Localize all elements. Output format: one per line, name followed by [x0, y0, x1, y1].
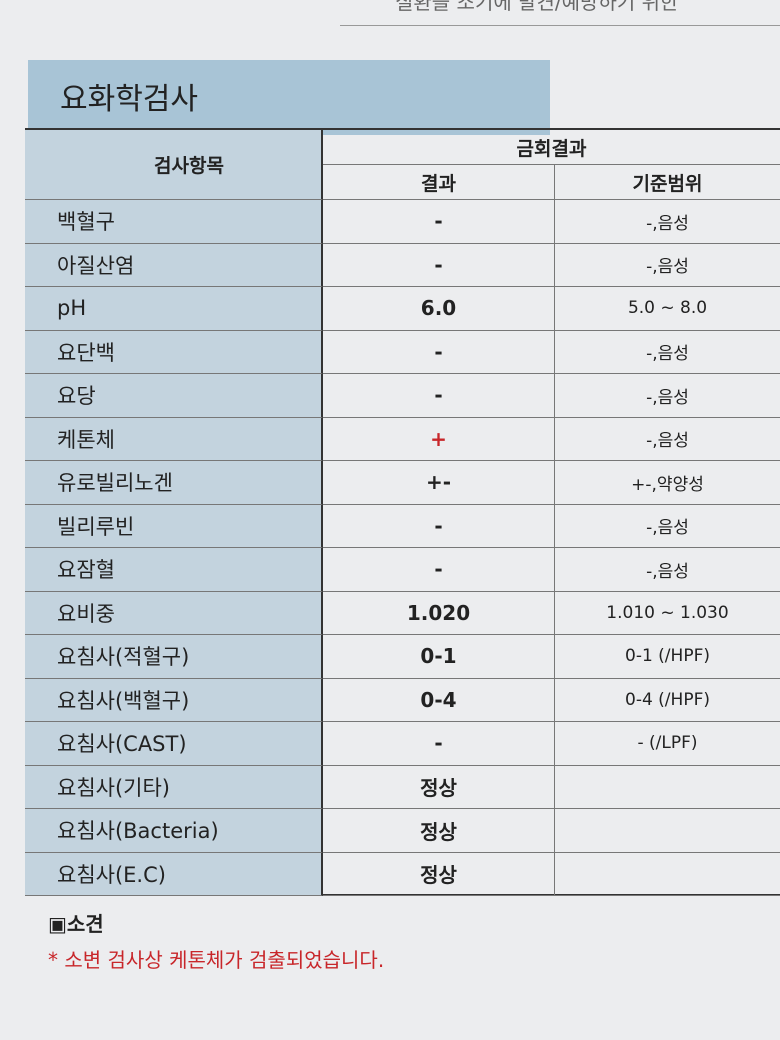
item-name: 요침사(Bacteria): [25, 809, 323, 853]
result: 정상: [323, 809, 555, 853]
range: 0-1 (/HPF): [555, 635, 780, 679]
range: [555, 809, 780, 853]
item-name: 케톤체: [25, 417, 323, 461]
item-name: 요침사(기타): [25, 765, 323, 809]
header-range: 기준범위: [555, 165, 780, 200]
result: 정상: [323, 852, 555, 896]
result: 0-4: [323, 678, 555, 722]
header-item: 검사항목: [25, 130, 323, 200]
item-name: 요침사(CAST): [25, 722, 323, 766]
range: - (/LPF): [555, 722, 780, 766]
range: -,음성: [555, 200, 780, 244]
header-text: 질환을 조기에 발견/예방하기 위한: [340, 0, 780, 26]
table: 검사항목 금회결과 결과 기준범위 백혈구 - -,음성 아질산염 - -,음성 pH 6.0 5.0 …: [25, 128, 780, 896]
result: -: [323, 504, 555, 548]
result: +: [323, 417, 555, 461]
result: +-: [323, 461, 555, 505]
section-title: 요화학검사: [28, 60, 550, 135]
range: -,음성: [555, 418, 780, 461]
result: -: [323, 722, 555, 766]
item-name: 요잠혈: [25, 548, 323, 592]
range: [555, 766, 780, 809]
result: -: [323, 548, 555, 592]
range: -,음성: [555, 244, 780, 287]
result: 6.0: [323, 287, 555, 331]
item-name: 요비중: [25, 591, 323, 635]
item-name: 백혈구: [25, 200, 323, 244]
range: +-,약양성: [555, 461, 780, 505]
header-result: 결과: [323, 165, 555, 200]
item-name: 유로빌리노겐: [25, 461, 323, 505]
range: 0-4 (/HPF): [555, 679, 780, 722]
icon: ▣: [48, 912, 67, 936]
item-name: 요당: [25, 374, 323, 418]
result: -: [323, 243, 555, 287]
result: -: [323, 330, 555, 374]
header-current: 금회결과: [323, 130, 780, 165]
result: 정상: [323, 765, 555, 809]
range: -,음성: [555, 505, 780, 548]
range: -,음성: [555, 548, 780, 592]
result: -: [323, 374, 555, 418]
result: 0-1: [323, 635, 555, 679]
range: -,음성: [555, 374, 780, 418]
findings-title-text: 소견: [66, 912, 104, 936]
range: [555, 853, 780, 896]
result: -: [323, 200, 555, 244]
item-name: 요침사(E.C): [25, 852, 323, 896]
item-name: pH: [25, 287, 323, 331]
item-name: 요단백: [25, 330, 323, 374]
range: 1.010 ~ 1.030: [555, 592, 780, 635]
range: -,음성: [555, 331, 780, 374]
item-name: 아질산염: [25, 243, 323, 287]
result: 1.020: [323, 591, 555, 635]
findings-note: * 소변 검사상 케톤체가 검출되었습니다.: [48, 948, 385, 972]
range: 5.0 ~ 8.0: [555, 287, 780, 331]
findings-title: ▣소견: [48, 908, 104, 937]
item-name: 요침사(적혈구): [25, 635, 323, 679]
item-name: 빌리루빈: [25, 504, 323, 548]
item-name: 요침사(백혈구): [25, 678, 323, 722]
